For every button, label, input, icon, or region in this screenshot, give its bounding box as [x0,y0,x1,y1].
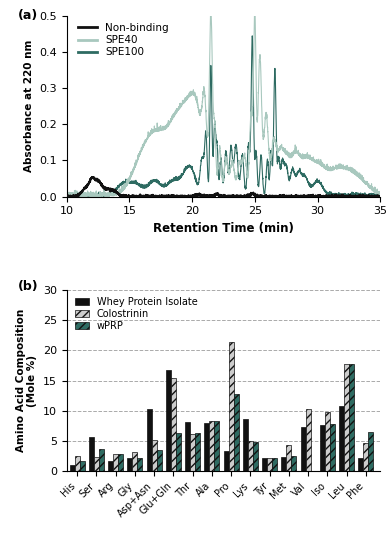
Bar [127,457,132,471]
Bar [113,454,118,471]
Bar [281,457,286,471]
Bar [248,441,253,471]
SPE40 [185,96,189,103]
Bar [286,445,291,471]
Bar [70,465,75,471]
Bar [325,412,330,471]
Bar [195,433,200,471]
SPE40 [252,4,257,11]
Bar [89,437,94,471]
SPE100 [375,193,380,200]
Bar [190,433,195,471]
Line: SPE100: SPE100 [67,36,380,196]
SPE100 [372,193,377,200]
Bar [291,456,296,471]
Bar [99,449,104,471]
Bar [272,457,277,471]
Bar [339,406,344,471]
SPE100 [185,164,189,170]
Y-axis label: Absorbance at 220 nm: Absorbance at 220 nm [24,40,34,172]
Bar [132,452,138,471]
Bar [108,461,113,471]
SPE100 [378,193,383,200]
Legend: Non-binding, SPE40, SPE100: Non-binding, SPE40, SPE100 [78,23,169,57]
Bar [166,370,171,471]
SPE40 [338,164,343,170]
Non-binding [64,192,69,198]
SPE40 [65,193,70,200]
SPE40 [100,192,105,198]
Bar [262,458,267,471]
Bar [330,424,335,471]
X-axis label: Retention Time (min): Retention Time (min) [153,222,294,235]
Bar [152,440,157,471]
Bar [147,409,152,471]
SPE100 [119,180,123,186]
Bar [223,451,229,471]
Bar [358,457,363,471]
Line: SPE40: SPE40 [67,7,380,196]
Bar [234,394,239,471]
Text: (b): (b) [18,279,39,293]
SPE40 [372,185,377,192]
Non-binding [378,193,383,199]
SPE40 [64,193,69,200]
Bar [118,454,123,471]
Bar [214,421,220,471]
Bar [138,458,142,471]
Bar [368,432,373,471]
Bar [204,423,209,471]
Bar [171,378,176,471]
Text: (a): (a) [18,9,38,22]
SPE100 [100,192,105,198]
SPE100 [64,193,69,199]
Bar [209,422,214,471]
Bar [185,422,190,471]
SPE100 [250,33,254,39]
Non-binding [185,193,189,200]
SPE100 [338,191,343,197]
Non-binding [64,193,69,200]
Non-binding [372,192,377,198]
Y-axis label: Amino Acid Composition
(Mole %): Amino Acid Composition (Mole %) [16,309,37,452]
Bar [349,364,354,471]
Bar [243,419,248,471]
Non-binding [100,182,105,188]
SPE40 [378,191,383,197]
SPE40 [198,110,203,117]
Bar [229,342,234,471]
SPE40 [119,189,123,196]
Bar [94,457,99,471]
Bar [75,456,80,471]
Bar [157,450,162,471]
SPE100 [198,163,203,169]
Non-binding [338,193,343,200]
Bar [267,457,272,471]
Bar [301,427,306,471]
Non-binding [91,173,96,180]
Bar [344,364,349,471]
Non-binding [119,192,123,198]
Legend: Whey Protein Isolate, Colostrinin, wPRP: Whey Protein Isolate, Colostrinin, wPRP [74,297,198,331]
Line: Non-binding: Non-binding [67,177,380,196]
Bar [320,425,325,471]
Bar [363,442,368,471]
Non-binding [198,193,203,199]
Bar [306,409,310,471]
Bar [176,433,181,471]
Bar [80,461,85,471]
Bar [253,442,258,471]
